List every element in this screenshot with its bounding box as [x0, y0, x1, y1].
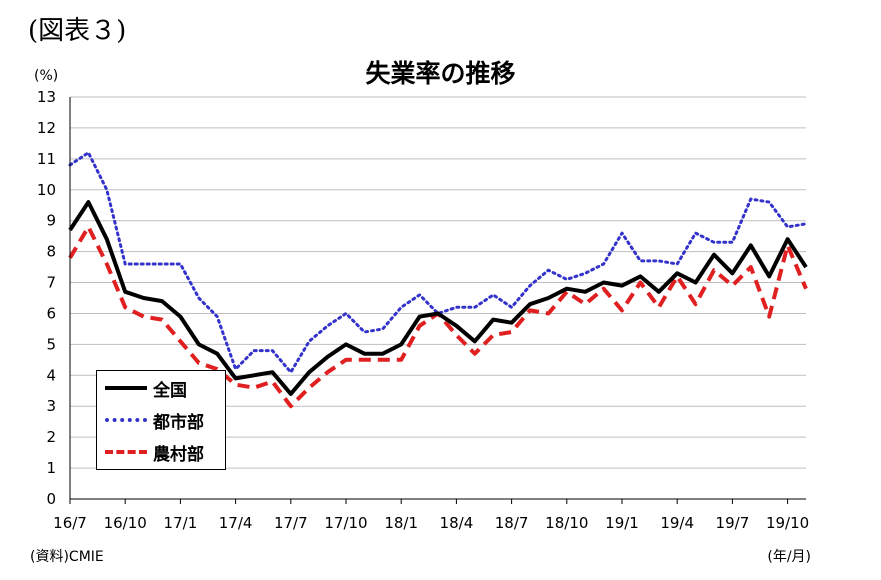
legend-label-rural: 農村部	[153, 444, 204, 465]
y-tick-label: 3	[46, 397, 56, 415]
axes	[69, 97, 806, 500]
y-tick-label: 0	[46, 490, 56, 508]
y-tick-label: 12	[37, 119, 56, 137]
legend-label-national: 全国	[153, 380, 187, 401]
x-tick-label: 18/10	[545, 514, 588, 532]
x-tick-label: 17/1	[164, 514, 198, 532]
legend: 全国 都市部 農村部	[96, 370, 226, 470]
x-tick-label: 17/10	[324, 514, 367, 532]
x-axis-unit: (年/月)	[767, 549, 811, 565]
x-tick-label: 18/4	[440, 514, 474, 532]
legend-item-national: 全国	[105, 375, 187, 401]
y-tick-label: 8	[46, 243, 56, 261]
y-tick-label: 2	[46, 428, 56, 446]
x-tick-label: 18/7	[495, 514, 529, 532]
legend-item-rural: 農村部	[105, 439, 204, 465]
y-tick-label: 11	[37, 150, 56, 168]
x-tick-label: 16/7	[53, 514, 87, 532]
y-tick-label: 10	[37, 181, 56, 199]
grid-lines	[70, 96, 806, 469]
y-tick-label: 6	[46, 304, 56, 322]
y-tick-label: 4	[46, 366, 56, 384]
y-tick-label: 5	[46, 335, 56, 353]
legend-label-urban: 都市部	[153, 412, 204, 433]
legend-swatch-national	[105, 386, 147, 390]
figure-label: (図表３)	[28, 16, 127, 46]
y-tick-label: 7	[46, 274, 56, 292]
x-tick-label: 19/7	[716, 514, 750, 532]
chart-title: 失業率の推移	[365, 59, 516, 88]
series-lines	[68, 151, 808, 409]
x-tick-label: 19/4	[660, 514, 694, 532]
source-note: (資料)CMIE	[30, 549, 104, 565]
x-tick-label: 17/7	[274, 514, 308, 532]
y-tick-label: 9	[46, 212, 56, 230]
x-axis-ticks: 16/7 16/10 17/1 17/4 17/7 17/10 18/1 18/4 18/7 18…	[53, 499, 809, 532]
y-axis-unit: (%)	[34, 68, 59, 84]
series-line-1	[68, 151, 808, 374]
x-tick-label: 18/1	[384, 514, 418, 532]
legend-swatch-urban	[105, 418, 147, 422]
x-tick-label: 16/10	[104, 514, 147, 532]
x-tick-label: 19/1	[605, 514, 639, 532]
x-tick-label: 17/4	[219, 514, 253, 532]
legend-swatch-rural	[105, 450, 147, 454]
y-tick-label: 1	[46, 459, 56, 477]
series-line-0	[68, 200, 808, 396]
y-tick-label: 13	[37, 88, 56, 106]
legend-item-urban: 都市部	[105, 407, 204, 433]
x-tick-label: 19/10	[766, 514, 809, 532]
